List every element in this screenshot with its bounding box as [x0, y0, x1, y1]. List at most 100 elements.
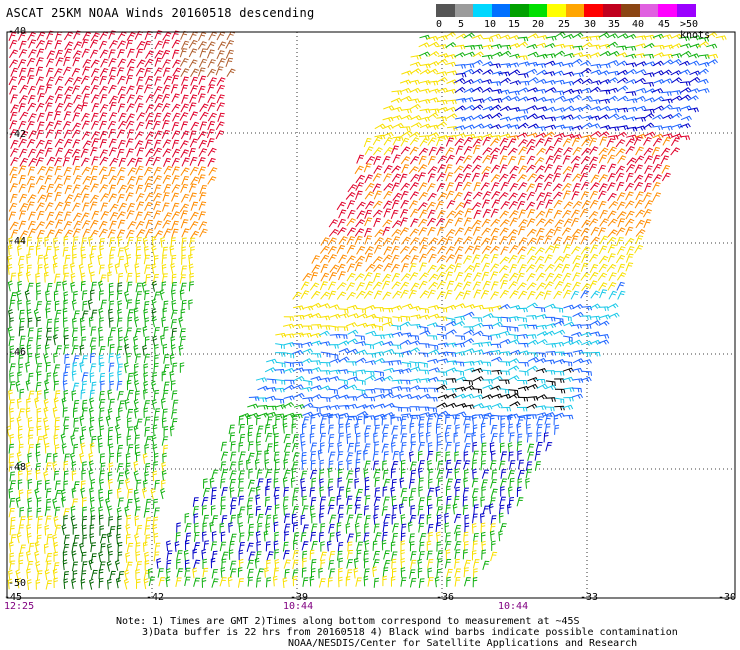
wind-barb — [445, 190, 455, 200]
wind-barb — [53, 334, 58, 346]
wind-barb — [482, 154, 492, 164]
wind-barb — [265, 514, 272, 525]
wind-barb — [154, 220, 163, 230]
wind-barb — [364, 228, 372, 238]
wind-barb — [526, 324, 538, 330]
wind-barb — [490, 349, 502, 355]
wind-barb — [509, 116, 521, 122]
wind-barb — [481, 469, 490, 479]
wind-barb — [26, 337, 34, 347]
wind-barb — [188, 39, 198, 49]
wind-barb — [507, 173, 517, 183]
wind-barb — [399, 87, 412, 94]
wind-barb — [454, 468, 460, 480]
wind-barb — [364, 415, 376, 421]
wind-barb — [391, 558, 397, 569]
wind-barb — [527, 237, 537, 246]
wind-barb — [99, 112, 108, 122]
wind-barb — [162, 84, 171, 94]
wind-barb — [320, 423, 325, 434]
wind-barb — [374, 134, 386, 140]
wind-barb — [89, 201, 98, 211]
wind-barb — [364, 304, 376, 311]
wind-barb — [302, 416, 310, 426]
wind-barb — [264, 459, 270, 470]
wind-barb — [571, 191, 580, 201]
wind-barb — [507, 155, 517, 165]
wind-barb — [328, 304, 340, 310]
wind-barb — [63, 264, 68, 275]
wind-barb — [319, 254, 330, 264]
wind-barb — [144, 426, 150, 437]
wind-barb — [171, 327, 177, 338]
wind-barb — [302, 325, 313, 331]
wind-barb — [154, 130, 163, 140]
wind-barb — [152, 424, 158, 436]
wind-barb — [464, 208, 473, 218]
wind-barb — [463, 311, 475, 317]
wind-barb — [193, 542, 201, 552]
wind-barb — [188, 102, 197, 112]
wind-barb — [382, 156, 391, 165]
wind-barb — [399, 450, 404, 462]
wind-barb — [207, 176, 217, 185]
wind-barb — [589, 303, 601, 310]
wind-barb — [562, 138, 572, 147]
wind-barb — [153, 461, 158, 472]
wind-barb — [117, 236, 123, 247]
wind-barb — [617, 155, 627, 164]
wind-barb — [606, 236, 617, 245]
wind-barb — [390, 115, 403, 121]
wind-barb — [418, 523, 425, 533]
wind-barb — [320, 291, 331, 300]
wind-barb — [436, 506, 443, 516]
wind-barb — [508, 358, 520, 364]
wind-barb — [19, 203, 29, 212]
wind-barb — [635, 87, 647, 94]
wind-barb — [545, 316, 556, 322]
wind-barb — [81, 506, 87, 517]
wind-barb — [472, 191, 483, 200]
wind-barb — [35, 462, 41, 474]
wind-barb — [80, 570, 87, 581]
wind-barb — [463, 329, 475, 335]
wind-barb — [134, 515, 140, 527]
wind-barb — [207, 59, 216, 68]
wind-barb — [526, 414, 537, 419]
wind-barb — [125, 74, 134, 85]
wind-barb — [216, 31, 226, 41]
wind-barb — [35, 139, 45, 149]
wind-barb — [144, 192, 154, 202]
wind-barb — [391, 90, 403, 95]
wind-barb — [35, 76, 44, 86]
wind-barb — [346, 227, 357, 236]
wind-barb — [135, 103, 144, 113]
wind-barb — [346, 533, 354, 543]
wind-barb — [180, 219, 189, 229]
wind-barb — [36, 497, 42, 508]
wind-barb — [616, 246, 626, 255]
wind-barb — [383, 146, 394, 156]
wind-barb — [55, 309, 62, 320]
wind-barb — [198, 58, 208, 68]
wind-barb — [98, 307, 104, 319]
wind-barb — [472, 245, 481, 255]
wind-barb — [81, 372, 89, 382]
wind-barb — [37, 93, 45, 103]
wind-barb — [64, 148, 74, 158]
wind-barb — [535, 227, 545, 237]
wind-barb — [176, 568, 184, 578]
wind-barb — [527, 356, 539, 363]
wind-barb — [454, 263, 462, 273]
wind-barb — [635, 146, 644, 156]
wind-barb — [115, 424, 121, 436]
wind-barb — [535, 379, 546, 384]
wind-barb — [607, 303, 619, 309]
wind-barb — [144, 525, 151, 536]
wind-barb — [535, 165, 546, 174]
wind-barb — [283, 469, 291, 480]
wind-barb — [327, 245, 337, 255]
wind-barb — [7, 326, 13, 338]
wind-barb — [293, 539, 298, 551]
wind-barb — [517, 174, 527, 183]
